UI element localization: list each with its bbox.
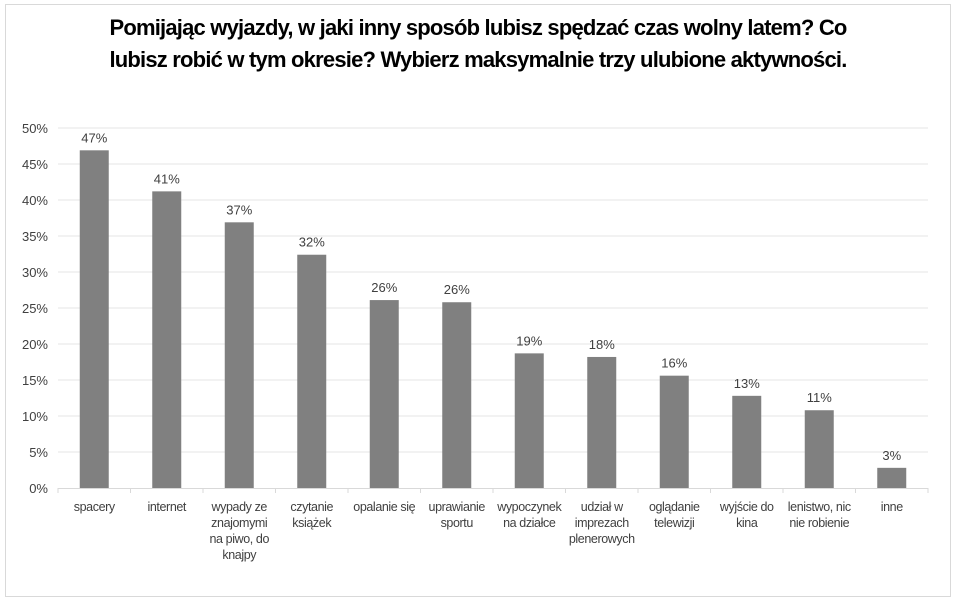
data-label: 13% bbox=[734, 376, 760, 391]
y-tick-label: 45% bbox=[22, 157, 48, 172]
category-label-line: knajpy bbox=[222, 548, 257, 562]
data-label: 16% bbox=[661, 356, 687, 371]
bar bbox=[369, 300, 399, 488]
bar bbox=[79, 150, 109, 488]
y-tick-label: 5% bbox=[29, 445, 48, 460]
y-tick-label: 20% bbox=[22, 337, 48, 352]
bar bbox=[224, 222, 254, 488]
data-label: 37% bbox=[226, 202, 252, 217]
bar bbox=[804, 410, 834, 488]
category-label-line: książek bbox=[292, 516, 332, 530]
bar bbox=[297, 254, 327, 488]
category-label-line: imprezach bbox=[575, 516, 630, 530]
category-label-line: oglądanie bbox=[649, 500, 700, 514]
category-label-line: na piwo, do bbox=[209, 532, 269, 546]
category-label: inne bbox=[881, 500, 903, 514]
category-label-line: sportu bbox=[441, 516, 474, 530]
bar bbox=[659, 375, 689, 488]
data-label: 11% bbox=[807, 390, 832, 405]
category-label: oglądanie telewizji bbox=[649, 500, 700, 530]
y-tick-label: 35% bbox=[22, 229, 48, 244]
category-label-line: udział w bbox=[581, 500, 624, 514]
data-label: 3% bbox=[882, 448, 901, 463]
category-label: udział w imprezach plenerowych bbox=[569, 500, 635, 546]
category-label-line: nie robienie bbox=[789, 516, 849, 530]
title-line-2: lubisz robić w tym okresie? Wybierz maks… bbox=[109, 47, 847, 72]
category-label: wyjście do kina bbox=[719, 500, 774, 530]
title-line-1: Pomijając wyjazdy, w jaki inny sposób lu… bbox=[109, 15, 847, 40]
bar bbox=[152, 191, 182, 489]
y-tick-label: 0% bbox=[29, 481, 48, 496]
bar bbox=[442, 302, 472, 488]
y-tick-label: 50% bbox=[22, 121, 48, 136]
bar bbox=[587, 356, 617, 488]
data-label: 19% bbox=[516, 333, 542, 348]
category-label-line: czytanie bbox=[290, 500, 333, 514]
category-label-line: lenistwo, nic bbox=[788, 500, 851, 514]
y-tick-label: 15% bbox=[22, 373, 48, 388]
chart-title: Pomijając wyjazdy, w jaki inny sposób lu… bbox=[0, 12, 956, 76]
category-label: internet bbox=[148, 500, 187, 514]
category-label-line: plenerowych bbox=[569, 532, 635, 546]
category-label: wypady ze znajomymi na piwo, do knajpy bbox=[209, 500, 269, 562]
data-label: 41% bbox=[154, 171, 180, 186]
data-label: 47% bbox=[81, 130, 107, 145]
y-tick-label: 30% bbox=[22, 265, 48, 280]
category-label-line: kina bbox=[736, 516, 758, 530]
category-label: wypoczynek na działce bbox=[496, 500, 562, 530]
bar bbox=[514, 353, 544, 488]
category-label: opalanie się bbox=[353, 500, 415, 514]
category-label-line: znajomymi bbox=[211, 516, 267, 530]
bar bbox=[877, 467, 907, 488]
category-label: spacery bbox=[74, 500, 116, 514]
category-label-line: telewizji bbox=[654, 516, 694, 530]
y-tick-label: 25% bbox=[22, 301, 48, 316]
data-label: 18% bbox=[589, 337, 615, 352]
category-label-line: inne bbox=[881, 500, 903, 514]
category-label: lenistwo, nic nie robienie bbox=[788, 500, 851, 530]
category-label-line: wypady ze bbox=[211, 500, 268, 514]
bar bbox=[732, 395, 762, 488]
category-label: czytanie książek bbox=[290, 500, 333, 530]
category-label-line: wypoczynek bbox=[496, 500, 562, 514]
category-label-line: internet bbox=[148, 500, 187, 514]
data-label: 32% bbox=[299, 235, 325, 250]
y-tick-label: 40% bbox=[22, 193, 48, 208]
data-label: 26% bbox=[444, 282, 470, 297]
y-tick-label: 10% bbox=[22, 409, 48, 424]
data-label: 26% bbox=[371, 280, 397, 295]
category-label: uprawianie sportu bbox=[429, 500, 486, 530]
chart-frame bbox=[5, 4, 951, 597]
category-label-line: opalanie się bbox=[353, 500, 415, 514]
category-label-line: na działce bbox=[503, 516, 556, 530]
category-label-line: uprawianie bbox=[429, 500, 486, 514]
category-label-line: spacery bbox=[74, 500, 116, 514]
category-label-line: wyjście do bbox=[719, 500, 774, 514]
